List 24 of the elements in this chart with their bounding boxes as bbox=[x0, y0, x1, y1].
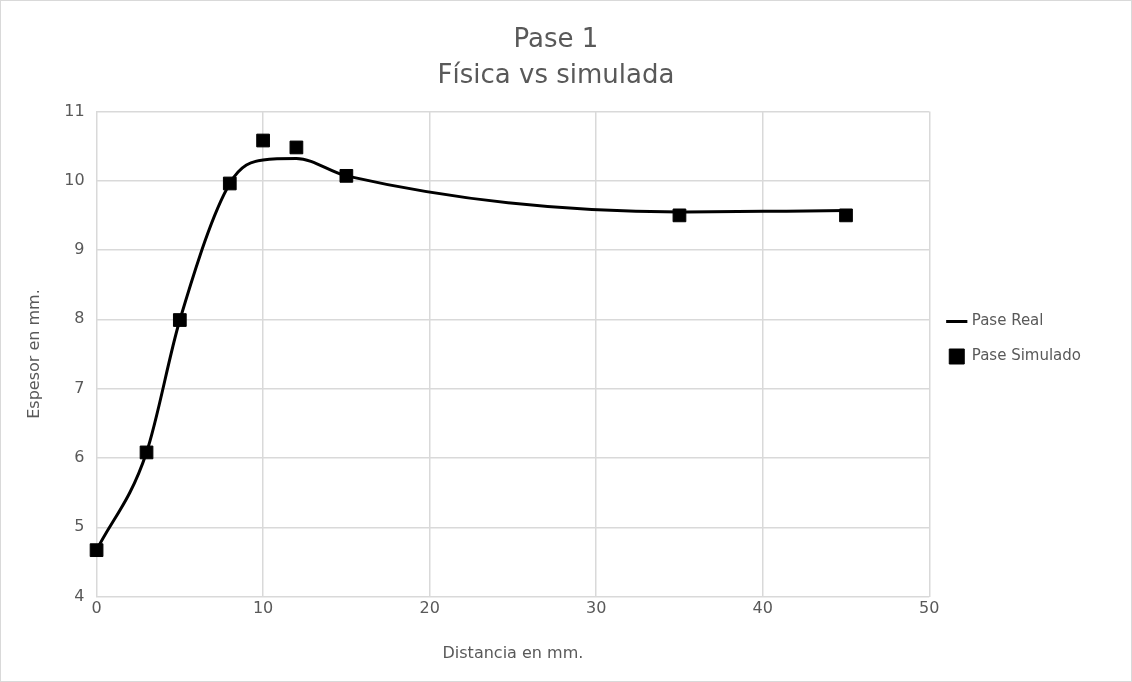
y-tick-label: 8 bbox=[74, 308, 85, 328]
x-tick-label: 10 bbox=[252, 598, 274, 618]
x-tick-label: 20 bbox=[419, 598, 440, 618]
x-tick-label: 40 bbox=[752, 598, 773, 618]
y-tick-label: 11 bbox=[64, 100, 85, 120]
y-tick-label: 9 bbox=[74, 239, 85, 259]
y-tick-label: 7 bbox=[74, 377, 85, 397]
point bbox=[89, 543, 104, 558]
x-tick-label: 0 bbox=[91, 598, 102, 618]
chart-subtitle: Física vs simulada bbox=[437, 58, 675, 89]
y-tick-label: 10 bbox=[64, 169, 85, 189]
point bbox=[839, 208, 853, 223]
point bbox=[256, 133, 270, 148]
legend-label: Pase Simulado bbox=[971, 346, 1082, 365]
y-tick-label: 4 bbox=[74, 585, 85, 605]
y-tick-label: 6 bbox=[74, 447, 85, 467]
y-axis-title: Espesor en mm. bbox=[23, 289, 43, 419]
x-tick-label: 50 bbox=[919, 598, 940, 618]
x-axis-title: Distancia en mm. bbox=[442, 642, 584, 662]
chart-title: Pase 1 bbox=[513, 23, 599, 54]
point bbox=[289, 140, 304, 155]
legend-label: Pase Real bbox=[971, 311, 1044, 330]
y-tick-label: 5 bbox=[74, 516, 85, 536]
x-tick-label: 30 bbox=[586, 598, 607, 618]
